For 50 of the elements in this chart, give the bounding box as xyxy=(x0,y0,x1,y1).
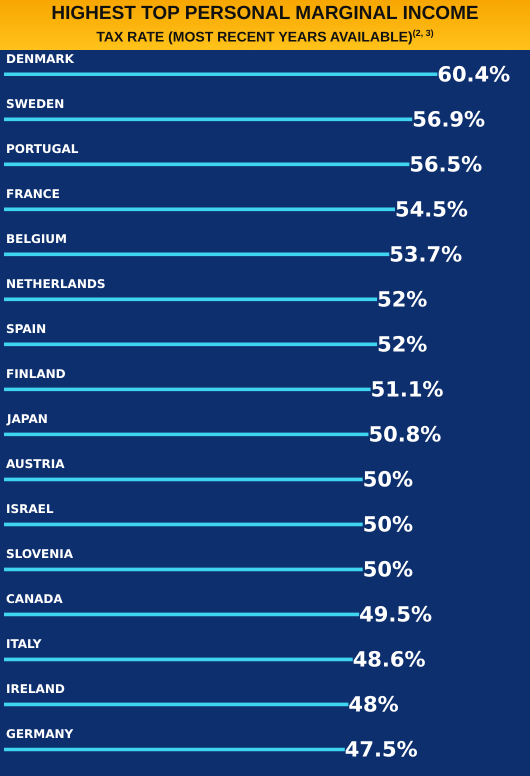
data-label: 52% xyxy=(377,286,428,311)
bar xyxy=(4,522,363,526)
bar xyxy=(4,657,353,661)
y-tick-label: SLOVENIA xyxy=(6,546,74,561)
data-label: 49.5% xyxy=(359,602,432,626)
bar xyxy=(4,387,371,391)
data-label: 56.9% xyxy=(412,106,486,131)
data-label: 54.5% xyxy=(395,196,468,221)
data-label: 53.7% xyxy=(389,242,462,266)
y-tick-label: ISRAEL xyxy=(6,502,54,516)
y-tick-label: IRELAND xyxy=(6,682,65,696)
bar xyxy=(4,567,363,571)
y-tick-label: SWEDEN xyxy=(6,96,64,111)
y-tick-label: GERMANY xyxy=(6,726,74,741)
bar xyxy=(4,207,395,211)
y-tick-label: BELGIUM xyxy=(6,232,67,246)
y-tick-label: NETHERLANDS xyxy=(6,276,106,291)
data-label: 50% xyxy=(362,512,413,536)
data-label: 50.8% xyxy=(368,422,442,446)
chart-subtitle: TAX RATE (MOST RECENT YEARS AVAILABLE)$^{(2, 3)}$ xyxy=(95,27,435,46)
y-tick-label: SPAIN xyxy=(6,322,46,336)
data-label: 50% xyxy=(362,467,413,492)
y-tick-label: ITALY xyxy=(6,636,42,651)
y-tick-label: AUSTRIA xyxy=(6,456,66,471)
bar xyxy=(4,747,345,751)
bar xyxy=(4,702,348,706)
bar xyxy=(4,72,438,76)
data-label: 51.1% xyxy=(370,377,444,402)
bar xyxy=(4,612,360,616)
y-tick-label: DENMARK xyxy=(6,52,75,66)
bar xyxy=(4,432,368,436)
chart-title: HIGHEST TOP PERSONAL MARGINAL INCOME xyxy=(50,3,480,25)
data-label: 47.5% xyxy=(344,737,418,762)
y-tick-label: FINLAND xyxy=(6,366,66,381)
bar xyxy=(4,477,363,481)
data-label: 60.4% xyxy=(437,62,510,86)
y-tick-label: FRANCE xyxy=(6,186,60,201)
data-label: 50% xyxy=(362,557,413,582)
bar xyxy=(4,342,378,346)
y-tick-label: JAPAN xyxy=(6,412,48,426)
data-label: 48.6% xyxy=(352,647,426,672)
y-tick-label: PORTUGAL xyxy=(6,142,79,156)
y-tick-label: CANADA xyxy=(6,592,64,606)
data-label: 52% xyxy=(377,332,428,356)
data-label: 48% xyxy=(348,692,399,716)
bar xyxy=(4,117,412,121)
bar xyxy=(4,162,410,166)
data-label: 56.5% xyxy=(409,152,482,176)
bar xyxy=(4,297,378,301)
bar xyxy=(4,252,390,256)
